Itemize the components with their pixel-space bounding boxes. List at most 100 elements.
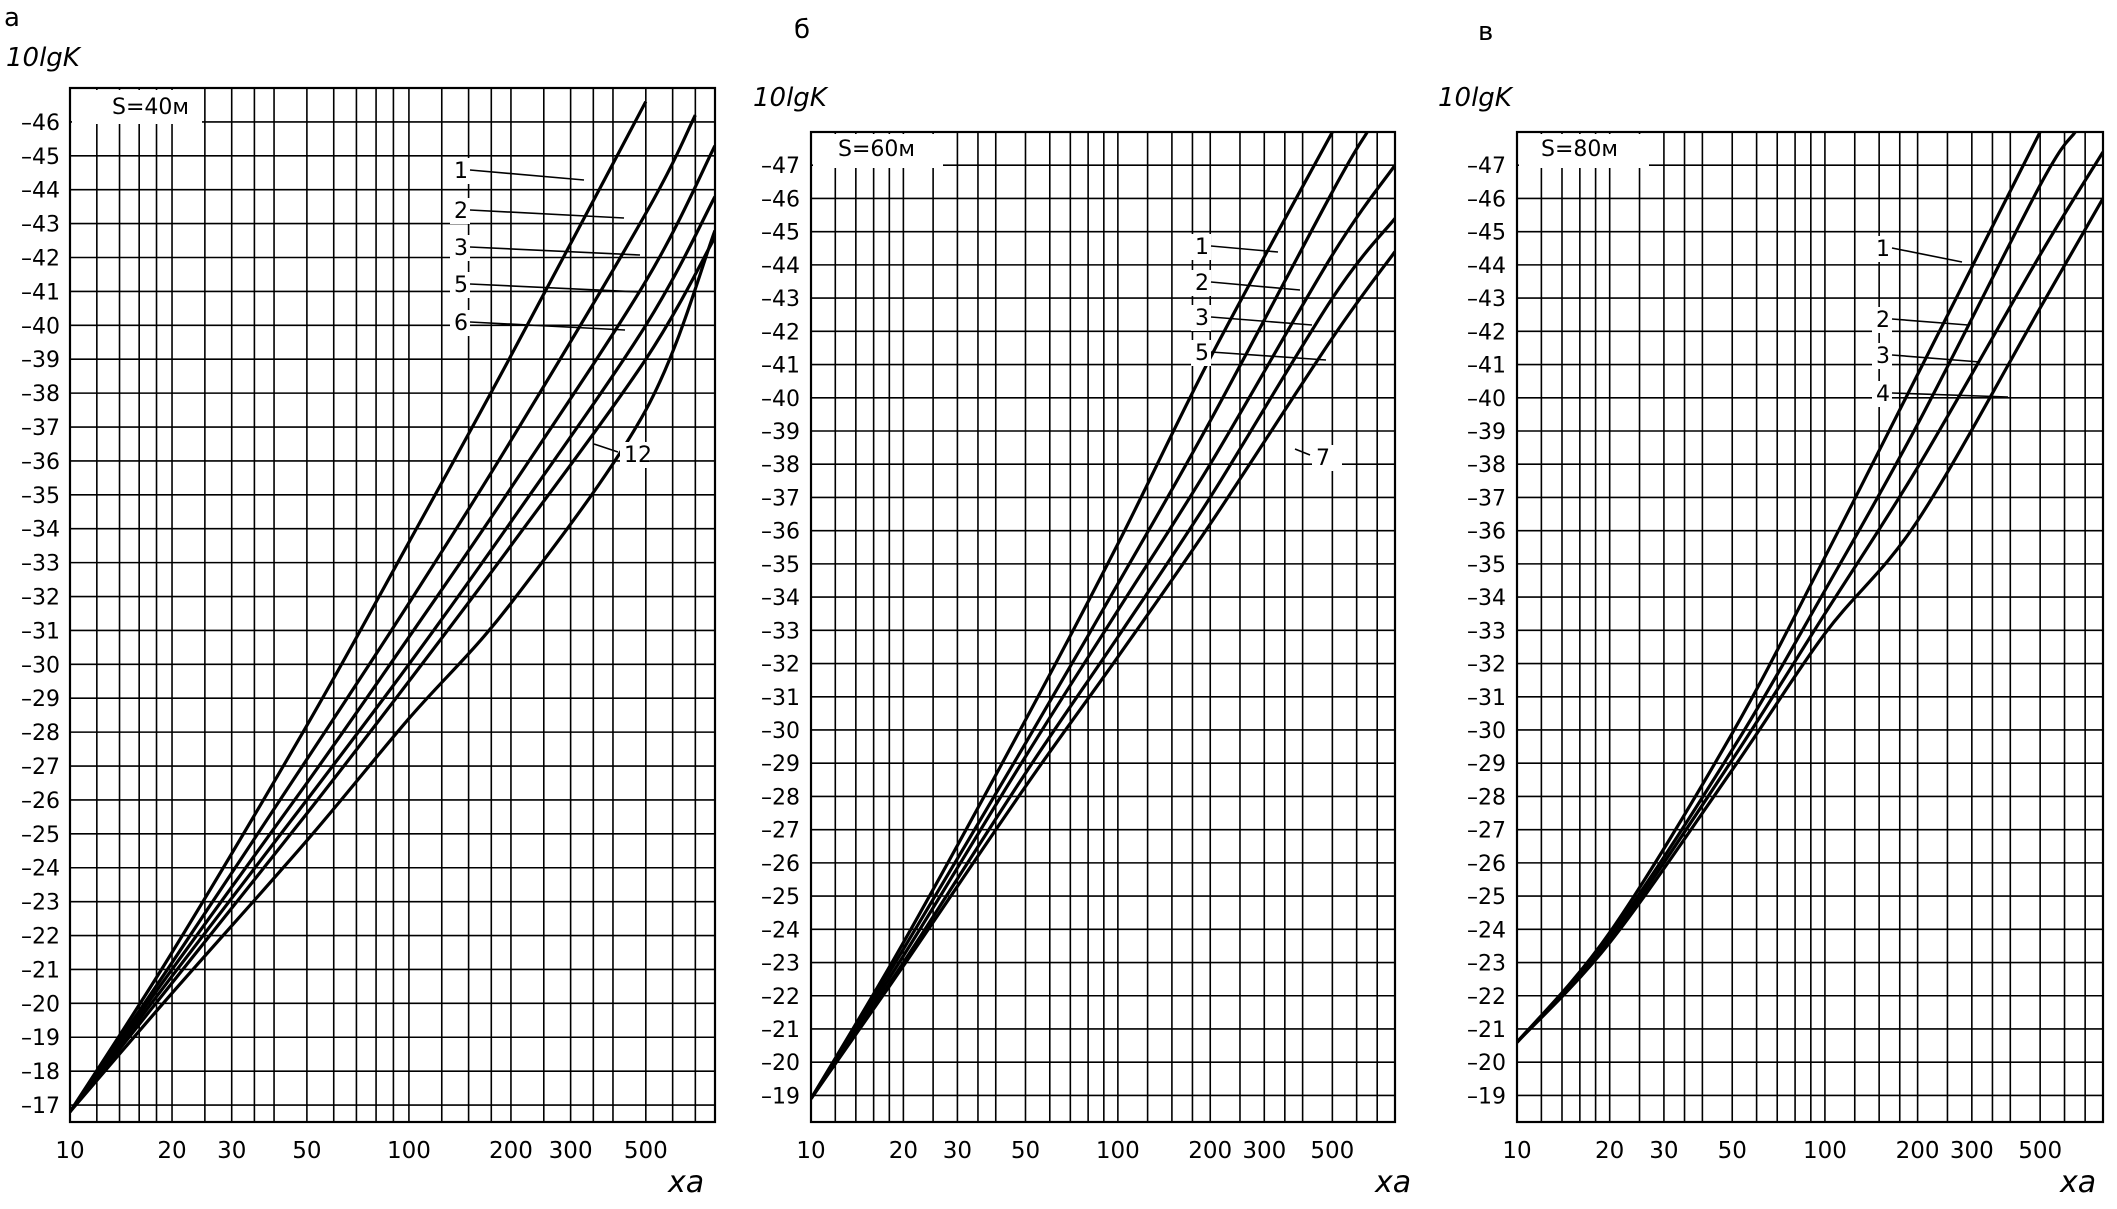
y-tick-label: –30 xyxy=(21,653,60,678)
y-tick-label: –33 xyxy=(1467,619,1506,644)
y-tick-label: –34 xyxy=(1467,586,1506,611)
series-line-6 xyxy=(70,236,715,1113)
y-tick-label: –34 xyxy=(761,586,800,611)
series-label-leader xyxy=(469,209,625,219)
y-tick-label: –43 xyxy=(21,213,60,238)
series-label-background xyxy=(1872,381,1892,407)
y-axis-label: 10lgK xyxy=(753,83,829,113)
x-tick-label: 50 xyxy=(1718,1138,1747,1164)
series-label-2: 2 xyxy=(1195,271,1209,296)
y-tick-label: –22 xyxy=(1467,985,1506,1010)
x-tick-label: 200 xyxy=(489,1138,533,1164)
series-label-leader xyxy=(469,283,641,293)
y-tick-label: –27 xyxy=(1467,819,1506,844)
y-tick-label: –32 xyxy=(1467,653,1506,678)
y-tick-label: –30 xyxy=(1467,719,1506,744)
y-tick-label: –19 xyxy=(761,1084,800,1109)
y-tick-label: –31 xyxy=(1467,686,1506,711)
spacing-label: S=60м xyxy=(838,137,915,162)
y-tick-label: –25 xyxy=(761,885,800,910)
y-tick-label: –19 xyxy=(1467,1084,1506,1109)
x-tick-label: 300 xyxy=(549,1138,593,1164)
y-axis-label: 10lgK xyxy=(6,43,82,73)
series-label-background xyxy=(450,272,470,298)
series-line-2 xyxy=(811,132,1369,1100)
spacing-label: S=80м xyxy=(1541,137,1618,162)
y-tick-label: –44 xyxy=(21,179,60,204)
y-tick-label: –35 xyxy=(21,484,60,509)
y-tick-label: –39 xyxy=(1467,420,1506,445)
y-tick-label: –46 xyxy=(761,187,800,212)
series-label-1: 1 xyxy=(454,159,468,184)
y-tick-label: –43 xyxy=(1467,287,1506,312)
y-tick-label: –44 xyxy=(761,254,800,279)
series-label-5: 5 xyxy=(454,273,468,298)
x-tick-label: 50 xyxy=(292,1138,321,1164)
series-label-leader xyxy=(1891,392,2009,398)
y-tick-label: –20 xyxy=(1467,1051,1506,1076)
y-tick-label: –43 xyxy=(761,287,800,312)
x-tick-label: 30 xyxy=(1649,1138,1678,1164)
y-tick-label: –23 xyxy=(1467,952,1506,977)
x-tick-label: 300 xyxy=(1242,1138,1286,1164)
series-line-12 xyxy=(70,229,715,1113)
y-tick-label: –37 xyxy=(761,486,800,511)
x-tick-label: 200 xyxy=(1896,1138,1940,1164)
y-tick-label: –20 xyxy=(761,1051,800,1076)
series-label-leader xyxy=(469,246,641,256)
y-tick-label: –41 xyxy=(761,354,800,379)
panel-letter: а xyxy=(4,3,20,33)
y-tick-label: –25 xyxy=(21,823,60,848)
series-label-2: 2 xyxy=(1876,308,1890,333)
y-tick-label: –36 xyxy=(761,520,800,545)
y-tick-label: –42 xyxy=(21,247,60,272)
y-tick-label: –45 xyxy=(21,145,60,170)
series-line-3 xyxy=(1517,151,2103,1044)
series-line-7 xyxy=(811,250,1395,1100)
series-label-leader xyxy=(1210,316,1313,326)
x-tick-label: 30 xyxy=(217,1138,246,1164)
y-tick-label: –40 xyxy=(761,387,800,412)
x-tick-label: 100 xyxy=(1096,1138,1140,1164)
series-label-background xyxy=(450,310,470,336)
y-tick-label: –42 xyxy=(761,320,800,345)
series-label-background xyxy=(450,198,470,224)
series-label-leader xyxy=(469,169,585,181)
series-label-1: 1 xyxy=(1195,235,1209,260)
series-line-2 xyxy=(1517,132,2077,1044)
series-label-background xyxy=(1191,234,1211,260)
y-tick-label: –23 xyxy=(761,952,800,977)
series-label-background xyxy=(1191,340,1211,366)
y-tick-label: –38 xyxy=(1467,453,1506,478)
series-label-background xyxy=(1312,445,1342,471)
y-tick-label: –40 xyxy=(1467,387,1506,412)
series-label-background xyxy=(450,235,470,261)
y-tick-label: –35 xyxy=(1467,553,1506,578)
y-axis-label: 10lgK xyxy=(1438,83,1514,113)
series-label-leader xyxy=(1891,247,1963,263)
x-axis-label: xa xyxy=(667,1165,704,1200)
y-tick-label: –31 xyxy=(761,686,800,711)
y-tick-label: –35 xyxy=(761,553,800,578)
series-label-background xyxy=(1191,305,1211,331)
y-tick-label: –30 xyxy=(761,719,800,744)
y-tick-label: –46 xyxy=(21,111,60,136)
y-tick-label: –41 xyxy=(21,280,60,305)
series-line-4 xyxy=(1517,197,2103,1044)
x-tick-label: 100 xyxy=(387,1138,431,1164)
y-tick-label: –33 xyxy=(21,552,60,577)
box-label-background xyxy=(72,90,202,124)
y-tick-label: –40 xyxy=(21,314,60,339)
y-tick-label: –29 xyxy=(761,752,800,777)
box-label-background xyxy=(1519,134,1649,168)
x-tick-label: 500 xyxy=(1310,1138,1354,1164)
plot-frame xyxy=(809,130,1397,1124)
x-tick-label: 10 xyxy=(796,1138,825,1164)
y-tick-label: –27 xyxy=(761,819,800,844)
y-tick-label: –39 xyxy=(761,420,800,445)
y-tick-label: –32 xyxy=(761,653,800,678)
chart-panel-1: а 10lgK –17 –18 –19 –20 –21 –22 –23 –24 –25 –26 –27 –… xyxy=(4,3,717,1200)
y-tick-label: –26 xyxy=(21,789,60,814)
y-tick-label: –22 xyxy=(761,985,800,1010)
y-tick-label: –26 xyxy=(761,852,800,877)
